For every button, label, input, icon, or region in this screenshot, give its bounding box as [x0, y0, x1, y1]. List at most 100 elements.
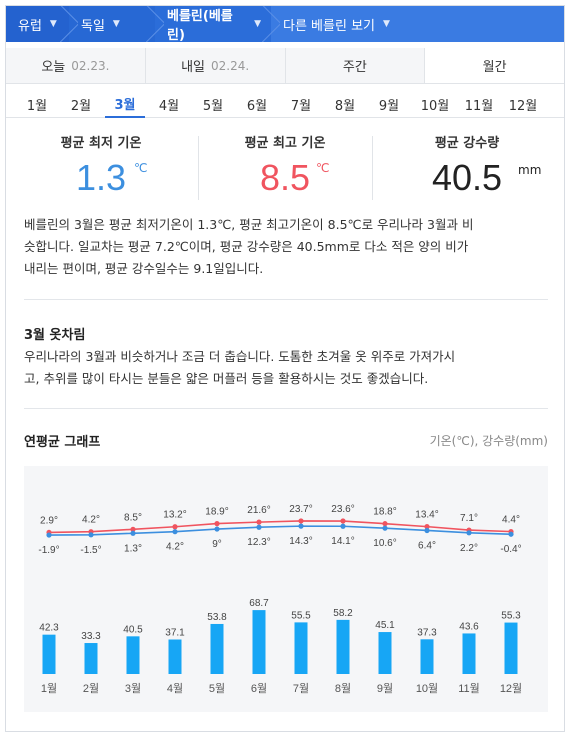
tab-month-6[interactable]: 6월 — [246, 98, 268, 114]
tab-month-3[interactable]: 3월 — [105, 90, 145, 118]
max-temp-label: 18.9° — [205, 507, 228, 518]
min-temp-line — [48, 525, 512, 536]
tab-month-7[interactable]: 7월 — [290, 98, 312, 114]
stat-rain-label: 평균 강수량 — [434, 136, 500, 151]
graph-title: 연평균 그래프 — [24, 435, 101, 450]
clothing-line: 우리나라의 3월과 비슷하거나 조금 더 춥습니다. 도톰한 초겨울 옷 위주로… — [24, 349, 456, 364]
rain-bar-label: 68.7 — [249, 598, 269, 609]
min-temp-label: 4.2° — [166, 542, 184, 553]
rain-bar — [168, 639, 182, 674]
min-temp-line-point — [424, 527, 430, 534]
min-temp-line-point — [466, 530, 472, 536]
tab-month-12[interactable]: 12월 — [508, 98, 538, 114]
tab-today-label: 오늘 — [41, 60, 66, 75]
min-temp-label: -1.9° — [38, 545, 59, 556]
tab-monthly-label: 월간 — [482, 60, 507, 75]
rain-bar — [336, 619, 350, 674]
breadcrumb-separator — [60, 6, 78, 42]
breadcrumb-separator — [146, 6, 164, 42]
month-summary: 베를린의 3월은 평균 최저기온이 1.3℃, 평균 최고기온이 8.5℃로 우… — [24, 214, 548, 280]
monthly-stats: 평균 최저 기온 1.3 ℃ 평균 최고 기온 8.5 ℃ 평균 강수량 40.… — [6, 126, 564, 206]
breadcrumb-other-city[interactable]: 다른 베를린 보기 ▼ — [271, 6, 564, 42]
tab-weekly-label: 주간 — [342, 60, 367, 75]
breadcrumb-country[interactable]: 독일 ▼ — [69, 6, 155, 42]
tab-month-11[interactable]: 11월 — [464, 98, 494, 114]
max-temp-line — [48, 520, 512, 534]
min-temp-line-point — [382, 525, 388, 531]
tab-tomorrow-date: 02.24. — [211, 58, 250, 73]
min-temp-label: 1.3° — [124, 543, 142, 554]
max-temp-label: 13.2° — [163, 510, 186, 521]
stat-rain: 평균 강수량 40.5 mm — [382, 132, 552, 201]
breadcrumb-other-city-label: 다른 베를린 보기 — [283, 18, 375, 34]
rain-bar — [294, 622, 308, 674]
tab-month-9[interactable]: 9월 — [378, 98, 400, 114]
tab-month-10[interactable]: 10월 — [420, 98, 450, 114]
breadcrumb-city[interactable]: 베를린(베를린) ▼ — [155, 6, 271, 42]
stat-min-temp-unit: ℃ — [134, 161, 148, 175]
max-temp-label: 4.4° — [502, 515, 520, 526]
breadcrumb: 유럽 ▼ 독일 ▼ 베를린(베를린) ▼ 다른 베를린 보기 ▼ — [6, 6, 564, 42]
tab-monthly[interactable]: 월간 — [425, 48, 564, 83]
rain-bar — [378, 632, 392, 674]
breadcrumb-continent[interactable]: 유럽 ▼ — [6, 6, 69, 42]
min-temp-line-point — [340, 523, 346, 529]
breadcrumb-separator — [262, 6, 280, 42]
max-temp-line-point — [130, 526, 136, 532]
stat-max-temp-value: 8.5 — [259, 157, 311, 198]
stat-min-temp-value: 1.3 — [75, 157, 127, 198]
rain-bar-label: 33.3 — [81, 631, 101, 642]
tab-month-5[interactable]: 5월 — [202, 98, 224, 114]
tab-month-2[interactable]: 2월 — [70, 98, 92, 114]
min-temp-label: 12.3° — [247, 537, 270, 548]
chevron-down-icon: ▼ — [383, 19, 390, 29]
annual-chart: 2.9° 4.2° 8.5° 13.2° 18.9° 21.6° 23.7° 23.6° 18.… — [24, 466, 548, 712]
x-tick-label: 11월 — [458, 682, 480, 695]
summary-line: 베를린의 3월은 평균 최저기온이 1.3℃, 평균 최고기온이 8.5℃로 우… — [24, 217, 474, 232]
max-temp-line-point — [340, 518, 346, 524]
tab-month-4[interactable]: 4월 — [158, 98, 180, 114]
rain-bar — [252, 610, 266, 674]
x-tick-label: 1월 — [41, 682, 57, 695]
min-temp-label: 9° — [212, 539, 222, 550]
rain-bar-label: 42.3 — [39, 623, 59, 634]
tab-month-1[interactable]: 1월 — [26, 98, 48, 114]
tab-month-8[interactable]: 8월 — [334, 98, 356, 114]
max-temp-label: 8.5° — [124, 512, 142, 523]
month-tabs: 1월 2월 3월 4월 5월 6월 7월 8월 9월 10월 11월 12월 — [6, 90, 564, 118]
max-temp-label: 18.8° — [373, 507, 396, 518]
annual-chart-svg: 2.9° 4.2° 8.5° 13.2° 18.9° 21.6° 23.7° 23.6° 18.… — [38, 504, 522, 695]
rain-bar-label: 45.1 — [375, 620, 395, 631]
x-tick-label: 2월 — [83, 682, 99, 695]
min-temp-label: -1.5° — [80, 545, 101, 556]
rain-bar-label: 58.2 — [333, 608, 353, 619]
clothing-text: 우리나라의 3월과 비슷하거나 조금 더 춥습니다. 도톰한 초겨울 옷 위주로… — [24, 346, 548, 390]
x-tick-label: 10월 — [416, 682, 438, 695]
max-temp-label: 4.2° — [82, 515, 100, 526]
stat-rain-value: 40.5 — [431, 157, 503, 198]
summary-line: 내리는 편이며, 평균 강수일수는 9.1일입니다. — [24, 261, 264, 276]
max-temp-line-point — [382, 521, 388, 527]
divider — [24, 408, 548, 409]
tab-today[interactable]: 오늘 02.23. — [6, 48, 146, 83]
chevron-down-icon: ▼ — [254, 19, 261, 29]
chevron-down-icon: ▼ — [112, 19, 120, 29]
min-temp-label: 10.6° — [373, 538, 396, 549]
breadcrumb-country-label: 독일 — [81, 18, 105, 34]
max-temp-line-point — [214, 521, 220, 527]
min-temp-line-point — [172, 529, 178, 535]
rain-bar-label: 55.3 — [501, 611, 521, 622]
min-temp-label: 14.3° — [289, 536, 312, 547]
tab-tomorrow[interactable]: 내일 02.24. — [145, 48, 286, 83]
divider — [24, 299, 548, 300]
x-tick-label: 3월 — [125, 682, 141, 695]
rain-bar — [504, 622, 518, 674]
min-temp-line-point — [88, 532, 94, 538]
rain-bar — [420, 639, 434, 674]
rain-bar — [84, 643, 98, 674]
divider — [198, 136, 199, 200]
stat-max-temp-unit: ℃ — [316, 161, 330, 175]
rain-bar — [126, 636, 140, 674]
tab-weekly[interactable]: 주간 — [285, 48, 426, 83]
clothing-title: 3월 옷차림 — [24, 328, 86, 343]
